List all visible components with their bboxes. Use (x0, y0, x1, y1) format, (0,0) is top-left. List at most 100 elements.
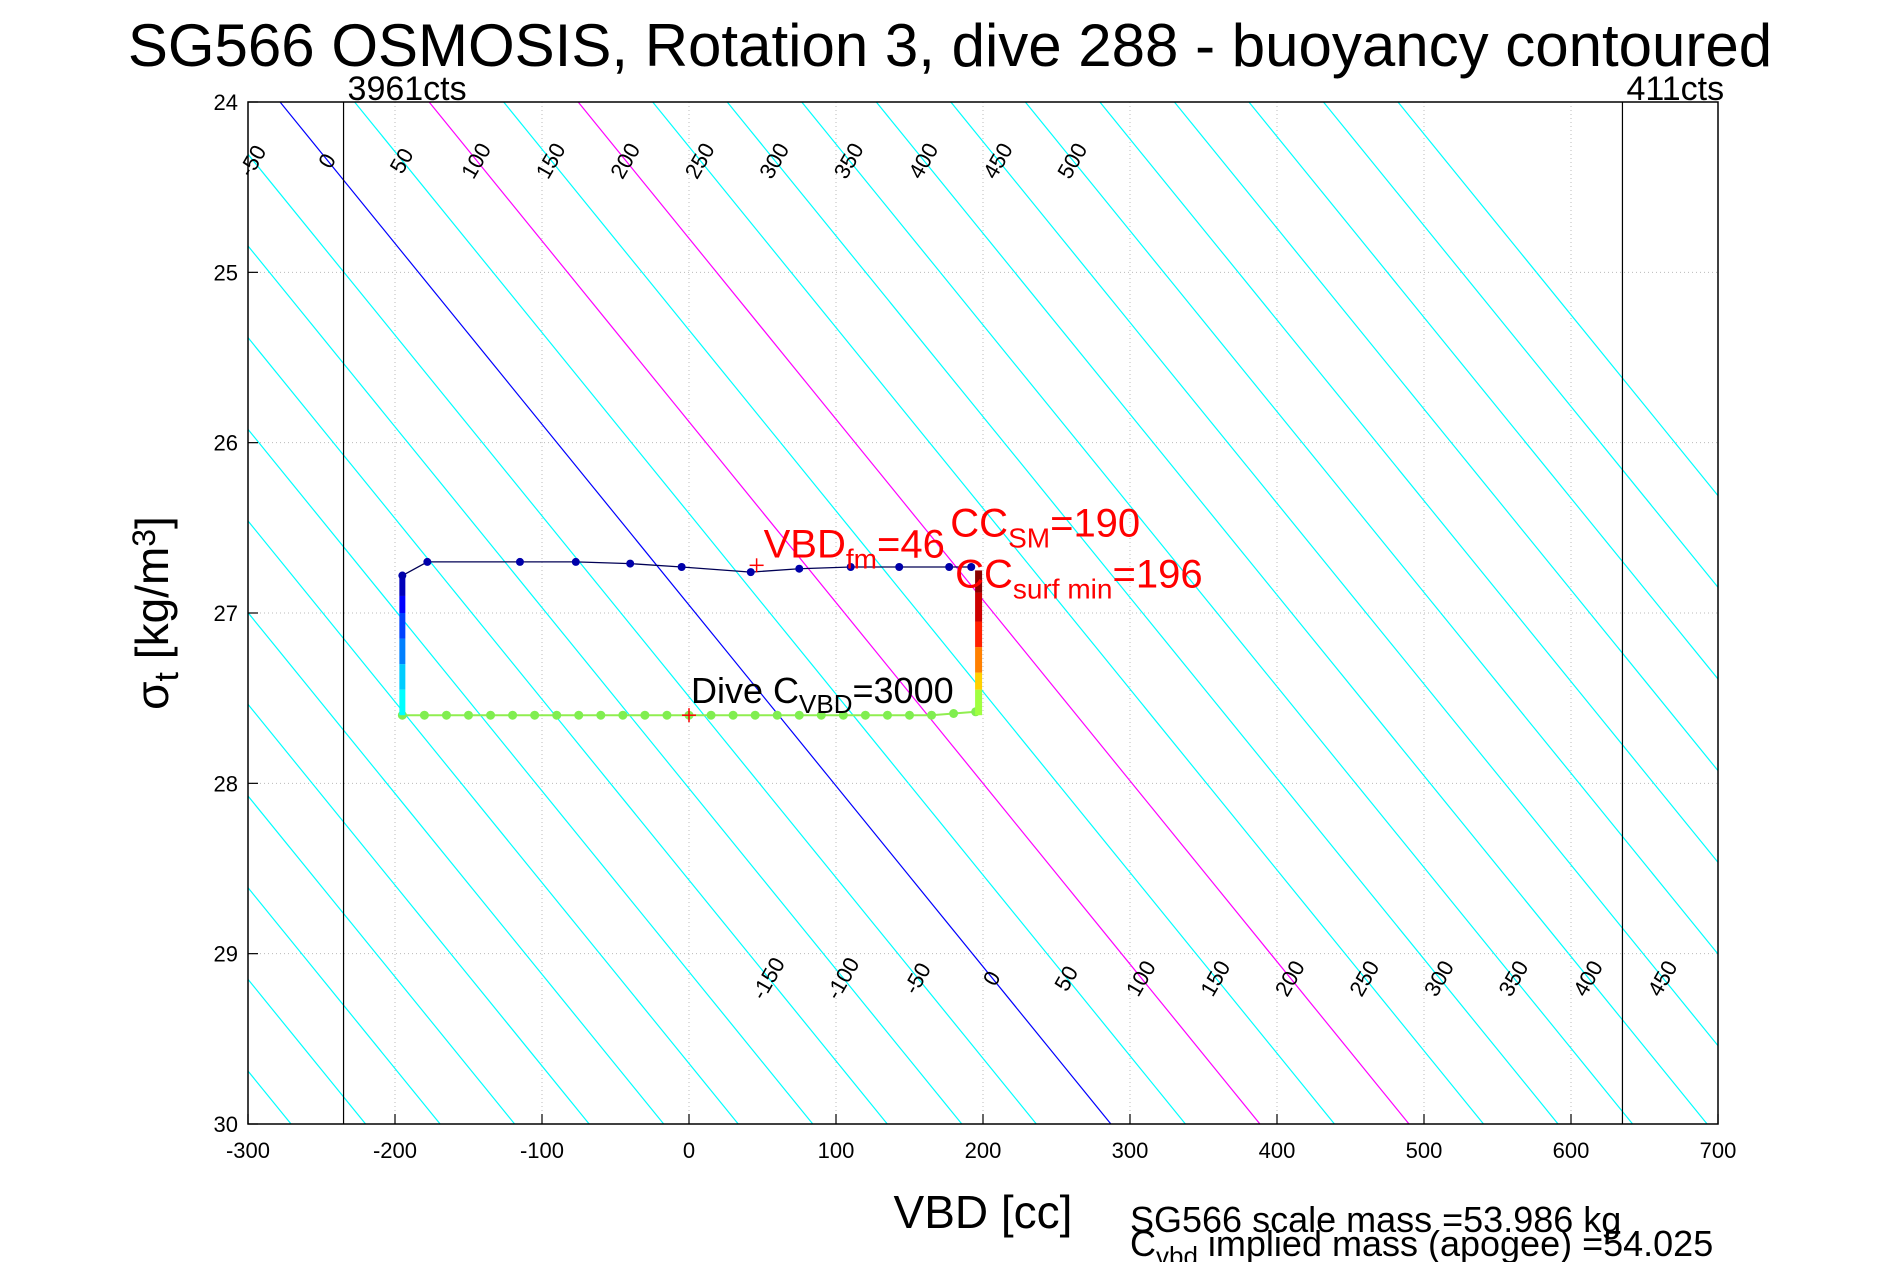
footer-cvbd-sub: vbd (1156, 1241, 1198, 1262)
descent-point (441, 710, 451, 720)
contour-line (950, 102, 1718, 1047)
descent-point (728, 710, 738, 720)
contour-line (0, 102, 217, 1124)
descent-point (486, 710, 496, 720)
contour-line (801, 102, 1634, 1124)
descent-point (772, 710, 782, 720)
contour-line (248, 520, 739, 1124)
ascent-point (895, 563, 904, 572)
contour-line (652, 102, 1485, 1124)
contour-line (354, 102, 1186, 1124)
contour-line (248, 978, 367, 1124)
contour-label: 0 (313, 149, 341, 172)
contour-label: 50 (1049, 962, 1083, 996)
y-axis-label-units: [kg/m (126, 547, 178, 672)
contour-line (503, 102, 1335, 1124)
y-axis-label-close: ] (126, 516, 178, 529)
dive-profiles (397, 557, 983, 720)
contour-zero-line (279, 102, 1112, 1124)
ascent-profile-line (402, 561, 972, 577)
footer-implied-text: implied mass (apogee) =54.025 (1198, 1223, 1713, 1262)
contour-line (1397, 102, 1718, 497)
contour-line (1099, 102, 1718, 864)
buoyancy-contours (0, 102, 1718, 1124)
descent-point (508, 710, 518, 720)
ascent-point (571, 557, 580, 566)
contour-line (1173, 102, 1718, 772)
annotation-dive-cvbd: Dive CVBD=3000 (691, 670, 954, 719)
x-tick-label: 400 (1259, 1138, 1296, 1163)
contour-line (248, 428, 814, 1124)
x-tick-label: -300 (226, 1138, 270, 1163)
descent-point (882, 710, 892, 720)
contour-label: -50 (234, 141, 272, 181)
contour-line (1248, 102, 1718, 680)
y-tick-label: 29 (214, 942, 238, 967)
annotation-cc-sm: CCSM=190 (950, 501, 1140, 553)
ascent-point (677, 563, 686, 572)
y-tick-label: 28 (214, 771, 238, 796)
ascent-point (846, 563, 855, 572)
descent-point (949, 708, 959, 718)
descent-point (640, 710, 650, 720)
x-tick-label: 0 (683, 1138, 695, 1163)
descent-point (419, 710, 429, 720)
chart-title: SG566 OSMOSIS, Rotation 3, dive 288 - bu… (128, 12, 1772, 79)
contour-line (875, 102, 1708, 1124)
descent-point (574, 710, 584, 720)
contour-label: -50 (898, 958, 936, 998)
annotation-vbd-fm: VBDfm=46 (764, 522, 945, 574)
x-axis-label: VBD [cc] (894, 1186, 1073, 1238)
y-tick-label: 30 (214, 1112, 238, 1137)
descent-point (794, 710, 804, 720)
ascent-point (626, 559, 635, 568)
contour-label: 0 (978, 967, 1006, 990)
x-tick-label: -100 (520, 1138, 564, 1163)
ascent-point (746, 568, 755, 577)
x-tick-label: 700 (1700, 1138, 1737, 1163)
contour-line (248, 244, 963, 1124)
ascent-point (945, 563, 954, 572)
footer-cvbd-main: C (1130, 1223, 1156, 1262)
descent-point (552, 710, 562, 720)
contour-highlight-line (428, 102, 1261, 1124)
contour-line (248, 795, 516, 1124)
descent-point (905, 710, 914, 720)
descent-point (596, 710, 606, 720)
contour-line (248, 336, 888, 1124)
y-axis-label-sub: t (148, 671, 186, 681)
descent-point (750, 710, 760, 720)
y-tick-label: 26 (214, 431, 238, 456)
contour-line (1322, 102, 1718, 589)
x-tick-label: -200 (373, 1138, 417, 1163)
y-tick-label: 25 (214, 260, 238, 285)
descent-point (927, 710, 937, 720)
x-tick-label: 300 (1112, 1138, 1149, 1163)
contour-line (248, 886, 441, 1124)
descent-point (838, 710, 848, 720)
y-axis-label-sup: 3 (126, 529, 162, 547)
x-tick-label: 500 (1406, 1138, 1443, 1163)
contour-label: 50 (385, 144, 419, 178)
x-axis-ticks: -300 -200 -100 0 100 200 300 400 500 600 700 (226, 1114, 1736, 1163)
descent-point (618, 710, 628, 720)
descent-point (530, 710, 540, 720)
annotation-cc-surf-min: CCsurf min=196 (955, 552, 1202, 604)
ascent-point (423, 557, 432, 566)
contour-line (726, 102, 1559, 1124)
contour-line (248, 703, 590, 1124)
footer-scale-mass: SG566 scale mass =53.986 kg (1130, 1199, 1621, 1240)
y-axis-label: σt [kg/m3] (126, 516, 186, 710)
x-tick-label: 600 (1553, 1138, 1590, 1163)
ascent-point (515, 557, 524, 566)
y-tick-label: 24 (214, 90, 238, 115)
contour-highlight-line (577, 102, 1410, 1124)
descent-point (706, 710, 716, 720)
descent-point (464, 710, 473, 720)
ascent-point (398, 571, 407, 580)
descent-point (662, 710, 672, 720)
descent-point (816, 710, 826, 720)
ascent-point (795, 564, 804, 573)
